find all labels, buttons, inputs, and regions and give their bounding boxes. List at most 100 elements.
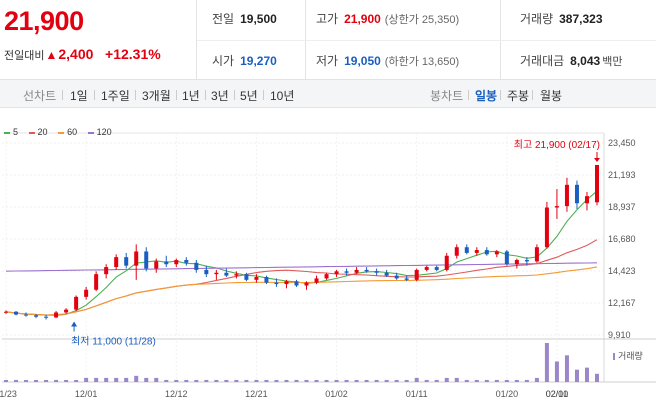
candle-body [134,251,139,266]
volume-bar [534,377,539,382]
volume-bar [4,379,8,382]
volume-bar [94,377,99,382]
candle-body [274,282,279,285]
legend-label: 60 [67,127,78,137]
volume-bar [264,379,269,382]
quote-panel: 21,900 전일대비▲2,400 +12.31% 전일 19,500 고가 21,… [0,0,656,80]
volume-bar [174,379,179,382]
candle-body [234,274,239,276]
divider [234,90,235,100]
candle-body [354,269,359,273]
candle-body [454,247,459,256]
change-label: 전일대비 [4,50,45,62]
current-price: 21,900 [4,6,84,36]
legend-item-ma120: 120 [87,127,112,137]
volume-label: 거래량 [618,350,643,361]
volume-bar [24,379,29,382]
volume-bar [284,379,289,382]
tab-5-year[interactable]: 5년 [240,89,258,103]
ma60-line [5,266,598,316]
divider [532,90,533,100]
volume-bar [254,379,259,382]
tab-monthly[interactable]: 월봉 [540,89,563,103]
volume-bar [524,379,529,382]
candle-body [595,164,599,203]
candle-body [114,257,119,268]
open-value: 19,270 [240,54,277,68]
candle-body [184,259,189,263]
x-tick-label: 12/01 [75,389,98,399]
volume-bar [474,379,479,382]
lower-limit: (하한가 13,650) [384,56,460,68]
divider [205,90,206,100]
candle-body [504,251,509,265]
prev-close-value: 19,500 [240,12,277,26]
volume-bar [364,379,369,382]
chart-legend: 5 20 60 120 [4,127,120,137]
legend-swatch [28,131,35,134]
tab-3-year[interactable]: 3년 [211,89,229,103]
tab-candle-chart[interactable]: 봉차트 [430,89,464,103]
legend-swatch [87,131,94,134]
x-tick-label: 11/23 [0,389,17,399]
volume-bar [514,379,519,382]
volume-bar [504,379,509,382]
candle-body [434,267,439,270]
x-tick-label: 02/01 [546,389,569,399]
volume-bar [444,377,449,382]
candle-body [294,281,299,286]
y-tick-label: 21,193 [608,170,636,180]
low-value: 19,050 [344,54,381,68]
candle-body [254,277,259,280]
volume: 거래량 387,323 [520,10,603,27]
legend-swatch [4,131,10,134]
tab-1-year[interactable]: 1년 [182,89,200,103]
candle-body [144,251,149,269]
price-box: 21,900 전일대비▲2,400 +12.31% [0,0,197,80]
high-price: 고가 21,900 (상한가 25,350) [316,10,459,27]
volume-bar [204,379,209,382]
x-tick-label: 12/12 [165,389,188,399]
tab-daily[interactable]: 일봉 [475,89,498,103]
tab-line-chart[interactable]: 선차트 [23,89,57,103]
volume-bar [184,379,189,382]
volume-bar [124,377,129,382]
tab-weekly[interactable]: 주봉 [507,89,530,103]
candle-body [64,309,69,313]
tab-3-month[interactable]: 3개월 [142,89,171,103]
prev-close: 전일 19,500 [212,10,277,27]
divider [62,90,63,100]
volume-bar [34,379,39,382]
candle-body [584,196,589,204]
volume-bar [414,377,419,382]
volume-bar [434,379,439,382]
y-tick-label: 18,937 [608,202,636,212]
candle-body [194,262,199,270]
tab-1-week[interactable]: 1주일 [101,89,130,103]
legend-item-ma60: 60 [58,127,77,137]
volume-label: 거래량 [520,12,554,26]
high-arrow-head-icon [594,157,600,162]
legend-item-ma20: 20 [28,127,48,137]
volume-bar [314,379,319,382]
volume-bar [84,377,89,382]
volume-bar [294,379,299,382]
volume-bar [274,379,279,382]
candle-body [124,257,129,266]
amount-value: 8,043 [570,54,601,68]
volume-bar [494,379,499,382]
candle-body [34,315,39,317]
tab-1-day[interactable]: 1일 [70,89,88,103]
candle-body [534,247,539,262]
divider [94,90,95,100]
candle-body [244,274,249,280]
candle-body [204,269,209,275]
tab-10-year[interactable]: 10년 [270,89,295,103]
y-tick-label: 12,167 [608,298,636,308]
y-tick-label: 14,423 [608,266,636,276]
candle-body [314,278,319,283]
divider [500,90,501,100]
y-tick-label: 16,680 [608,234,636,244]
candle-body [84,289,89,297]
candle-body [484,250,489,255]
